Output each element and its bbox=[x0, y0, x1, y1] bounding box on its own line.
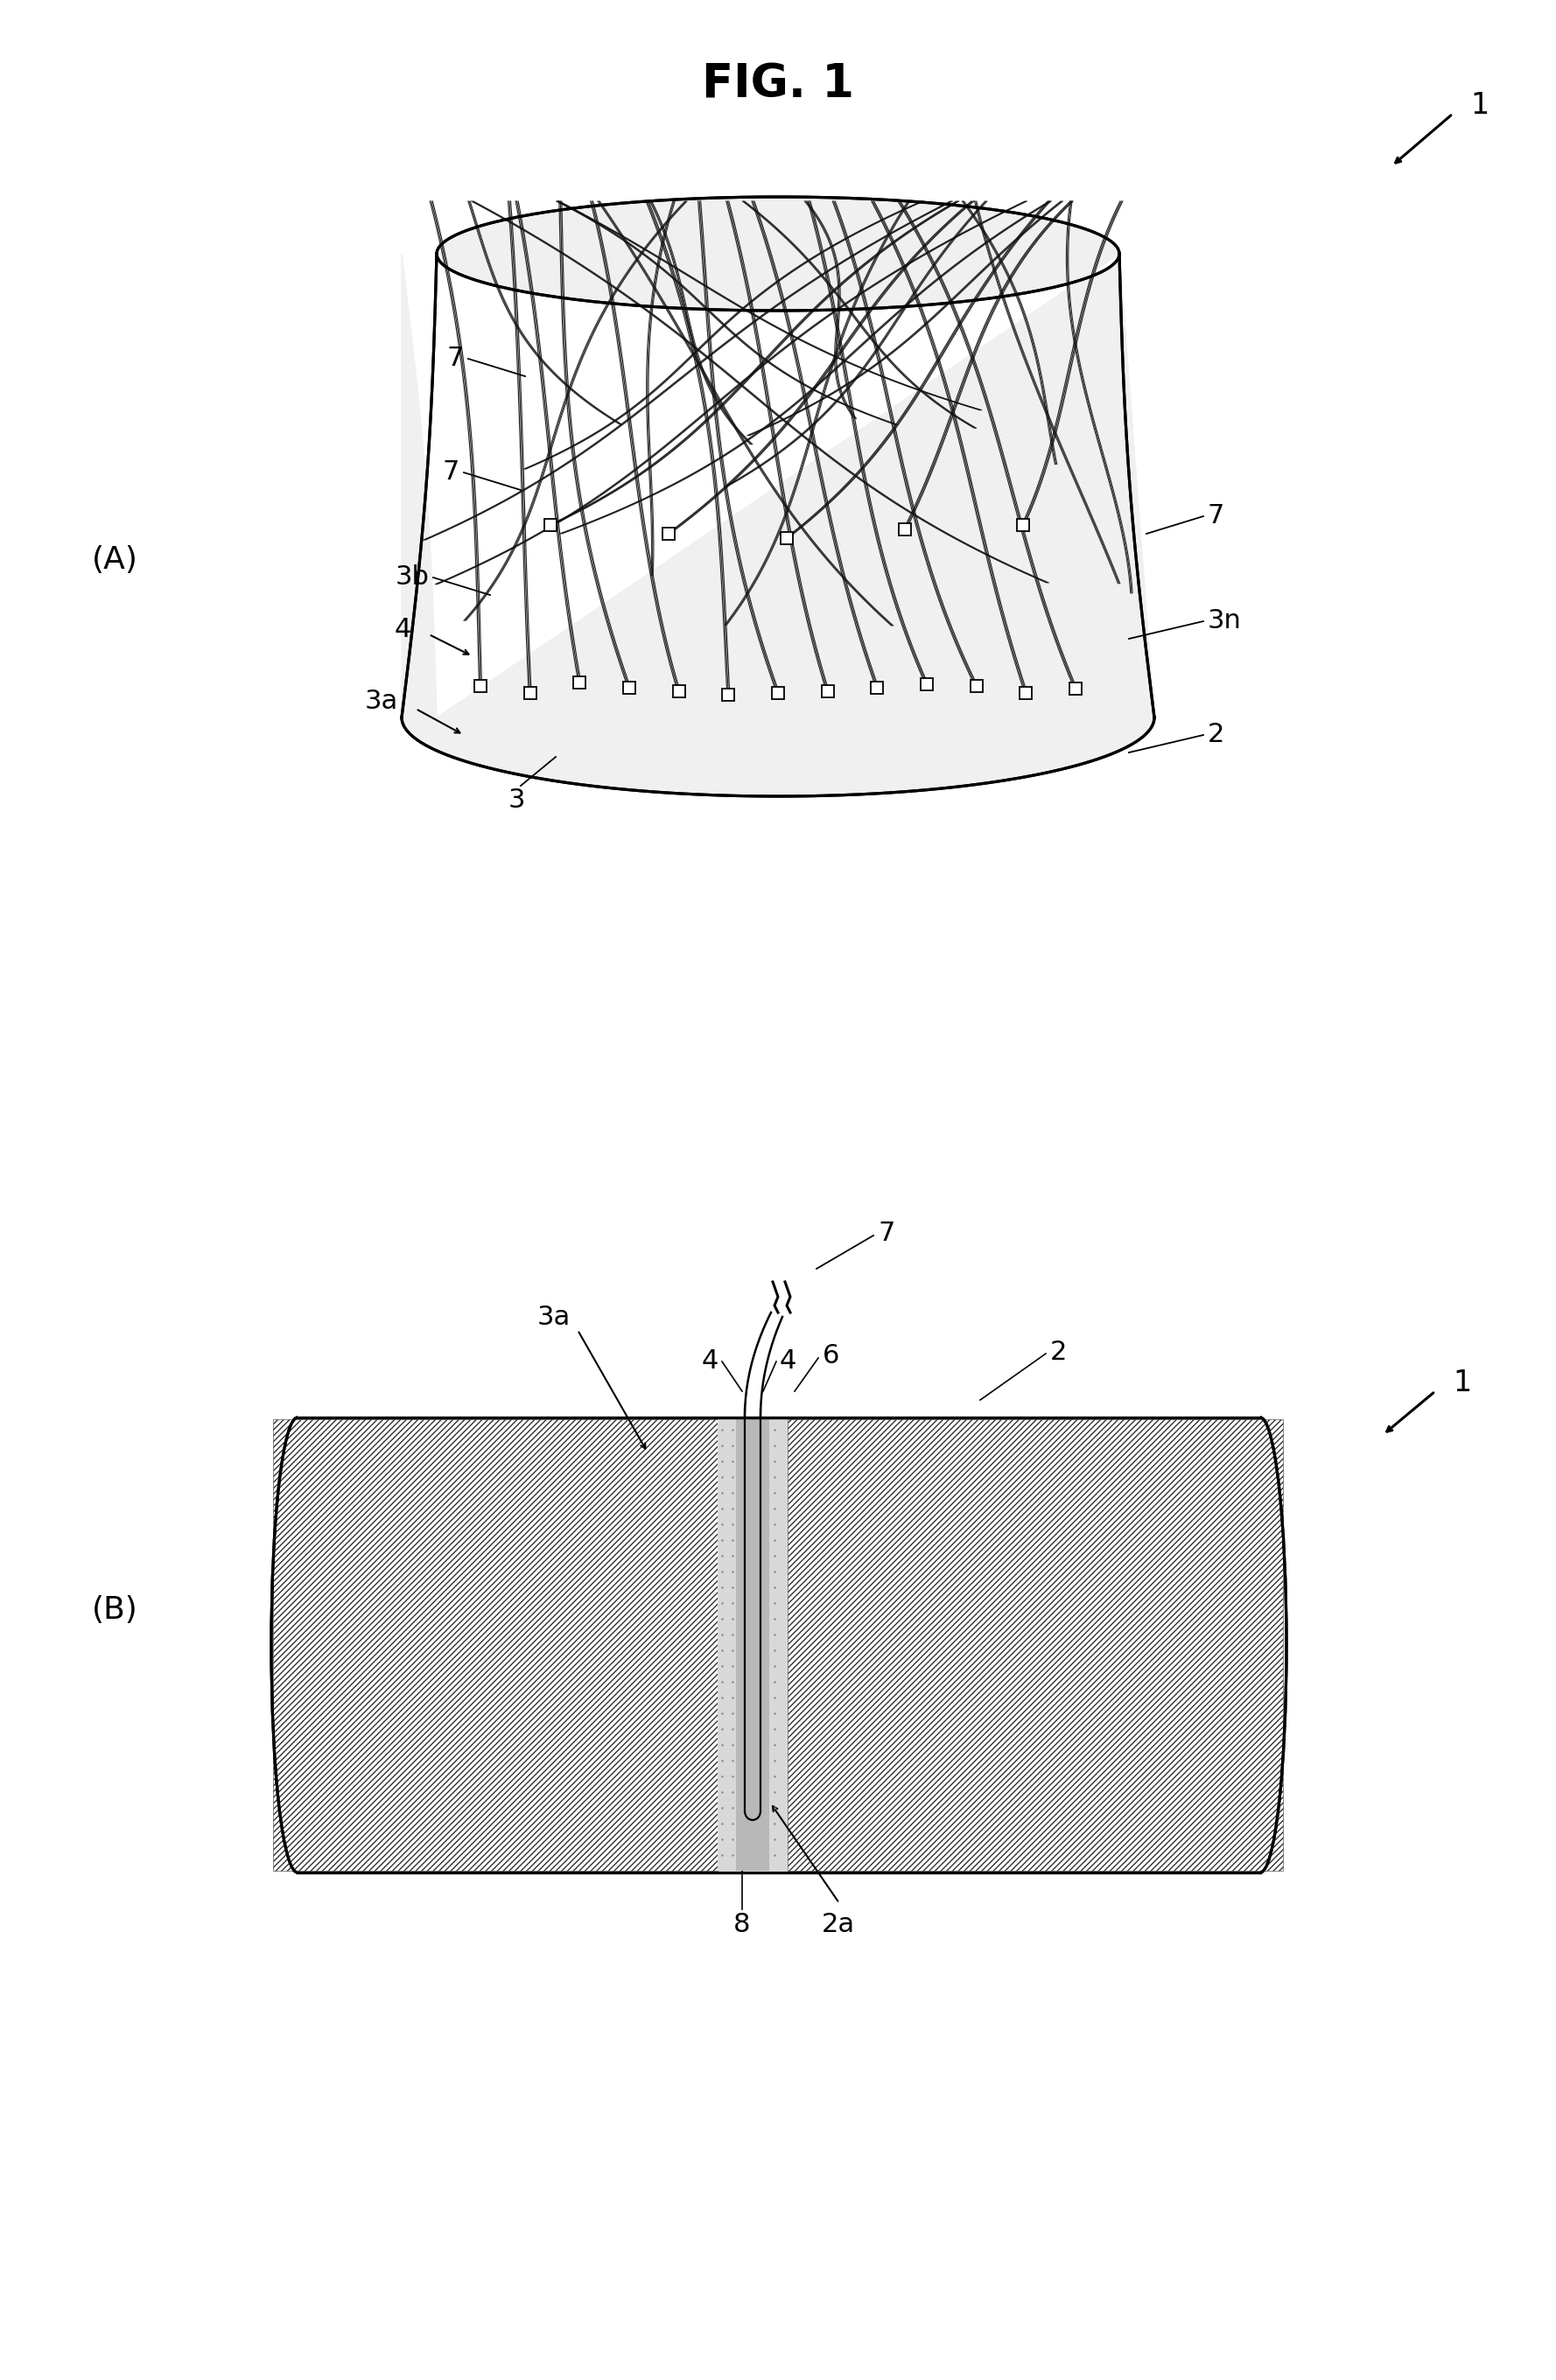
Text: 8: 8 bbox=[733, 1911, 750, 1937]
Text: 3a: 3a bbox=[364, 690, 398, 714]
Text: 3: 3 bbox=[507, 788, 524, 814]
Text: 3n: 3n bbox=[1207, 609, 1242, 633]
Bar bbox=[899, 524, 910, 536]
Text: 3b: 3b bbox=[395, 564, 429, 590]
Bar bbox=[1069, 683, 1081, 695]
Bar bbox=[1019, 688, 1032, 700]
Text: 3a: 3a bbox=[537, 1304, 571, 1330]
Bar bbox=[574, 676, 585, 688]
Text: 4: 4 bbox=[394, 616, 411, 643]
Text: 1: 1 bbox=[1453, 1368, 1472, 1397]
Polygon shape bbox=[401, 198, 1155, 797]
Text: (B): (B) bbox=[92, 1595, 138, 1626]
Bar bbox=[622, 681, 635, 695]
Bar bbox=[672, 685, 685, 697]
Text: 4: 4 bbox=[702, 1347, 719, 1373]
Bar bbox=[272, 1418, 717, 1871]
Bar bbox=[971, 681, 982, 693]
Bar bbox=[475, 681, 487, 693]
Bar bbox=[781, 533, 794, 545]
Bar bbox=[787, 1418, 1284, 1871]
Text: 7: 7 bbox=[447, 345, 464, 371]
Bar bbox=[871, 681, 884, 695]
Text: 2: 2 bbox=[1207, 721, 1225, 747]
Text: 1: 1 bbox=[1470, 90, 1489, 119]
Text: 6: 6 bbox=[823, 1345, 840, 1368]
Text: FIG. 1: FIG. 1 bbox=[702, 62, 854, 107]
Bar bbox=[1018, 519, 1029, 531]
Bar bbox=[921, 678, 934, 690]
Bar bbox=[736, 1418, 769, 1871]
Text: (A): (A) bbox=[92, 545, 138, 576]
Bar bbox=[524, 688, 537, 700]
Bar bbox=[722, 688, 734, 700]
Bar bbox=[717, 1418, 787, 1871]
Text: 4: 4 bbox=[780, 1347, 797, 1373]
Bar bbox=[772, 688, 784, 700]
Text: 7: 7 bbox=[442, 459, 459, 486]
Text: 7: 7 bbox=[1207, 505, 1225, 528]
Bar bbox=[822, 685, 834, 697]
Bar bbox=[663, 528, 675, 540]
Bar bbox=[545, 519, 557, 531]
Text: 2: 2 bbox=[1050, 1340, 1067, 1364]
Text: 7: 7 bbox=[878, 1221, 895, 1247]
Text: 2a: 2a bbox=[822, 1911, 856, 1937]
